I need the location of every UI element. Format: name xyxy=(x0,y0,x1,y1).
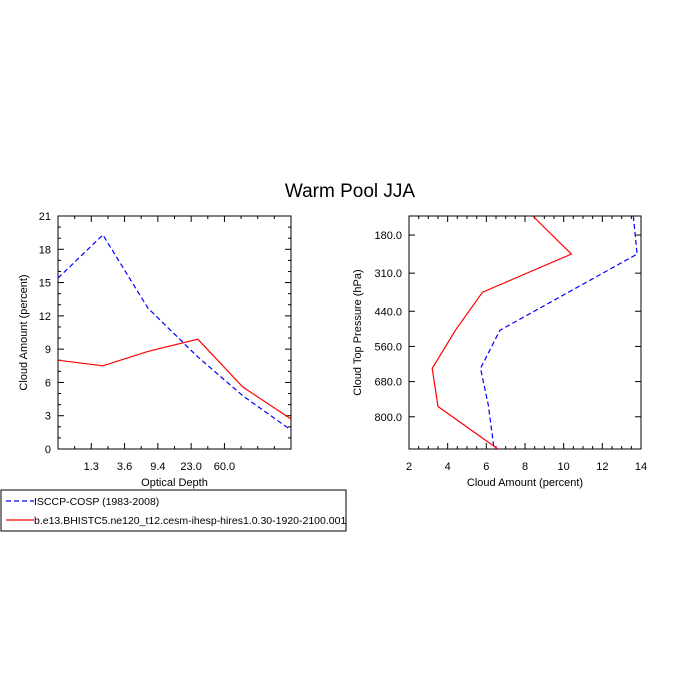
series-line-isccp xyxy=(479,215,638,450)
y-tick-label: 0 xyxy=(45,444,51,456)
plot-frame xyxy=(57,215,292,450)
cloud-top-pressure-panel: 2 4 6 8 10 12 14 180.0 310.0 440.0 560.0 680.0 800.0… xyxy=(352,215,647,489)
y-tick-label: 310.0 xyxy=(374,268,402,280)
x-tick-label: 4 xyxy=(445,461,451,473)
y-tick-label: 560.0 xyxy=(374,341,402,353)
plot-frame xyxy=(408,215,642,450)
x-axis-label: Cloud Amount (percent) xyxy=(467,477,583,489)
y-axis-label: Cloud Amount (percent) xyxy=(18,274,30,390)
series-line-isccp xyxy=(57,233,292,431)
series-line-model xyxy=(57,338,292,420)
x-tick-label: 23.0 xyxy=(180,461,201,473)
x-tick-label: 9.4 xyxy=(150,461,165,473)
y-tick-label: 12 xyxy=(39,311,51,323)
x-tick-label: 2 xyxy=(406,461,412,473)
legend: ISCCP-COSP (1983-2008) b.e13.BHISTC5.ne12… xyxy=(0,489,347,532)
x-tick-label: 10 xyxy=(558,461,570,473)
chart-title: Warm Pool JJA xyxy=(285,181,416,202)
y-tick-label: 15 xyxy=(39,278,51,290)
y-tick-label: 440.0 xyxy=(374,306,402,318)
legend-box xyxy=(0,489,347,532)
y-tick-label: 680.0 xyxy=(374,377,402,389)
y-tick-label: 180.0 xyxy=(374,230,402,242)
y-tick-label: 800.0 xyxy=(374,412,402,424)
y-tick-label: 21 xyxy=(39,211,51,223)
y-tick-label: 3 xyxy=(45,411,51,423)
y-axis-label: Cloud Top Pressure (hPa) xyxy=(352,269,364,395)
x-tick-label: 1.3 xyxy=(84,461,99,473)
x-tick-label: 6 xyxy=(483,461,489,473)
series-line-model xyxy=(431,215,573,450)
legend-label: b.e13.BHISTC5.ne120_t12.cesm-ihesp-hires… xyxy=(34,515,346,527)
x-tick-label: 3.6 xyxy=(117,461,132,473)
y-tick-label: 18 xyxy=(39,244,51,256)
x-axis-label: Optical Depth xyxy=(141,477,208,489)
x-tick-label: 12 xyxy=(596,461,608,473)
optical-depth-panel: 0 3 6 9 12 15 18 21 1.3 3.6 9.4 23.0 60.0 Optical Dep… xyxy=(18,211,292,489)
legend-label: ISCCP-COSP (1983-2008) xyxy=(34,496,159,508)
x-tick-label: 8 xyxy=(522,461,528,473)
x-tick-label: 60.0 xyxy=(214,461,235,473)
y-tick-label: 9 xyxy=(45,344,51,356)
x-tick-label: 14 xyxy=(635,461,647,473)
y-tick-label: 6 xyxy=(45,377,51,389)
